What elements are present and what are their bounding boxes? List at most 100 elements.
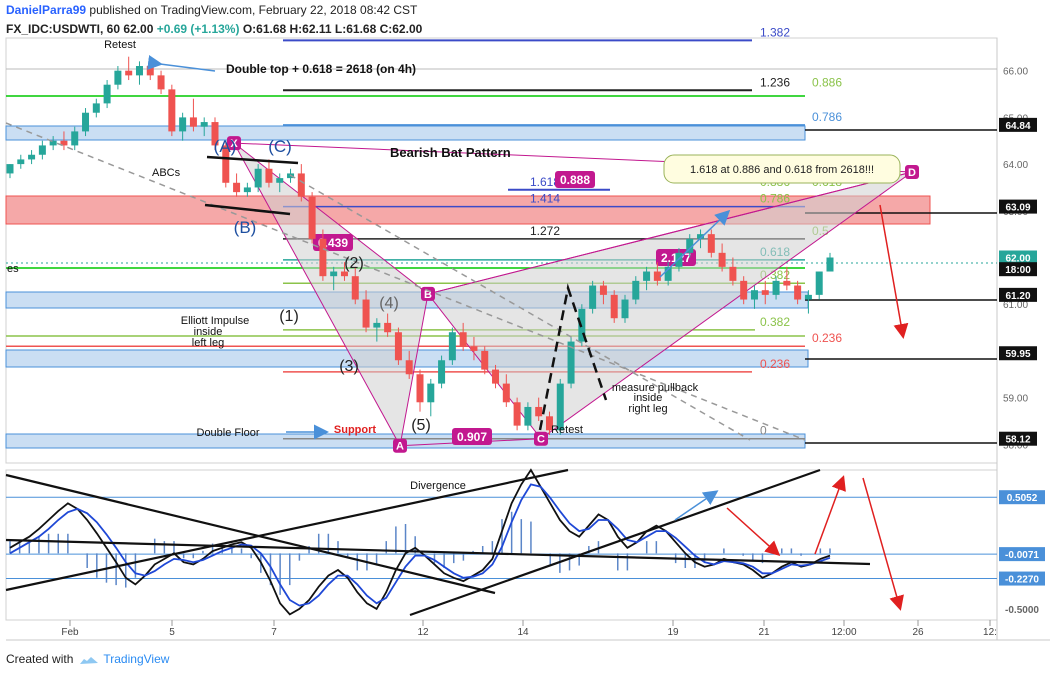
fib-ratio-label: 1.618: [530, 175, 560, 189]
annotations: Retest Double top + 0.618 = 2618 (on 4h) B…: [7, 39, 874, 492]
candle-body: [28, 154, 36, 160]
candle-body: [179, 117, 187, 132]
time-tick-label: 12:00: [831, 627, 856, 638]
candle-body: [513, 402, 521, 426]
candle-body: [243, 187, 251, 193]
fib-ratio-label: 1.272: [530, 224, 560, 238]
candle-body: [481, 350, 489, 370]
candle-body: [189, 117, 197, 127]
annotation-text: (2): [344, 255, 364, 272]
candle-body: [610, 294, 618, 319]
price-label-box: [999, 199, 1037, 214]
pattern-ratio-box: [555, 171, 595, 188]
pattern-point-c: [534, 431, 548, 446]
candle-body: [135, 66, 143, 76]
candle-body: [653, 271, 661, 281]
candle-body: [826, 257, 834, 272]
price-label-box: [999, 346, 1037, 361]
candle-body: [276, 178, 284, 183]
annotation-text: (4): [379, 295, 399, 312]
fib-ratio-label: 0.786: [812, 110, 842, 124]
price-panel[interactable]: [5, 37, 998, 464]
candle-body: [589, 285, 597, 309]
fib-retrace-label: 0.236: [760, 357, 790, 371]
annotation-text: (3): [339, 358, 359, 375]
pattern-point-label: A: [396, 441, 404, 453]
annotation-text: Elliott Impulse: [181, 315, 249, 327]
fib-retrace-label: 0: [760, 424, 767, 438]
candle-body: [427, 383, 435, 403]
candle-body: [330, 271, 338, 277]
annotation-text: (B): [234, 218, 257, 237]
annotation-text: Bearish Bat Pattern: [390, 145, 511, 160]
abc-line-2: [204, 203, 291, 216]
candle-body: [351, 276, 359, 300]
candle-body: [125, 70, 133, 76]
annotation-text: inside: [194, 326, 223, 338]
candles: [6, 56, 834, 435]
pattern-point-d: [905, 165, 919, 180]
osc-label-box: [999, 571, 1045, 586]
osc-label-box: [999, 547, 1045, 562]
candle-body: [643, 271, 651, 281]
author-link[interactable]: DanielParra99: [6, 3, 87, 17]
candle-body: [535, 406, 543, 417]
candle-body: [200, 122, 208, 127]
tradingview-logo-icon: [80, 656, 99, 664]
candle-body: [308, 196, 316, 239]
support-zone-0: [5, 125, 806, 141]
candle-body: [492, 369, 500, 384]
annotation-text: Support: [334, 424, 376, 436]
divergence-line-3: [409, 468, 821, 617]
price-label-box: [999, 287, 1037, 302]
dashed-trendline-1: [5, 122, 806, 441]
osc-signal-line: [9, 483, 831, 607]
candle-body: [794, 285, 802, 300]
candle-body: [632, 280, 640, 300]
fib-retrace-label: 0.236: [812, 331, 842, 345]
candle-body: [707, 234, 715, 253]
divergence-line-1: [5, 468, 569, 592]
candle-body: [71, 131, 79, 146]
candle-body: [38, 145, 46, 155]
candle-body: [438, 360, 446, 384]
time-tick-label: 14: [517, 627, 529, 638]
divergence-line-2: [5, 538, 871, 566]
candle-body: [297, 173, 305, 197]
annotation-text: Double top + 0.618 = 2618 (on 4h): [226, 62, 416, 76]
price-tick-label: 64.00: [1003, 160, 1028, 171]
candle-body: [740, 280, 748, 300]
candle-body: [556, 383, 564, 431]
osc-tick-label: 0.5052: [1007, 493, 1038, 504]
footer: Created with TradingView: [6, 652, 169, 666]
pattern-ratio-label: 0.907: [457, 430, 487, 444]
price-label-box: [999, 117, 1037, 132]
time-tick-label: 19: [667, 627, 679, 638]
pattern-ratio-label: 0.888: [560, 173, 590, 187]
bearish-arrow: [879, 204, 909, 339]
fib-ratio-label: 1.414: [530, 192, 560, 206]
osc-red-arrow-up: [814, 475, 846, 555]
time-axis: Feb 5 7 12 14 19 21 12:00 26 12:: [61, 620, 997, 638]
chart-panels: [5, 37, 1050, 641]
annotation-text: Divergence: [410, 480, 466, 492]
candle-body: [524, 406, 532, 426]
candle-body: [222, 145, 230, 183]
candle-body: [114, 70, 122, 85]
symbol-name: FX_IDC:USDWTI, 60: [6, 22, 121, 36]
candle-body: [729, 266, 737, 281]
projection-arrow: [659, 209, 731, 278]
annotation-text: Retest: [551, 424, 583, 436]
candle-body: [362, 299, 370, 328]
price-axis: 66.0065.0064.0063.0062.0061.0060.0059.00…: [999, 67, 1037, 451]
candle-body: [448, 332, 456, 361]
candle-body: [168, 89, 176, 132]
last-price: 62.00: [123, 22, 154, 36]
candle-body: [103, 84, 111, 104]
brand-link[interactable]: TradingView: [103, 652, 170, 666]
time-tick-label: 12: [417, 627, 429, 638]
candle-body: [6, 164, 14, 174]
ohlc-high: H:62.11: [289, 22, 332, 36]
candle-body: [146, 66, 154, 76]
